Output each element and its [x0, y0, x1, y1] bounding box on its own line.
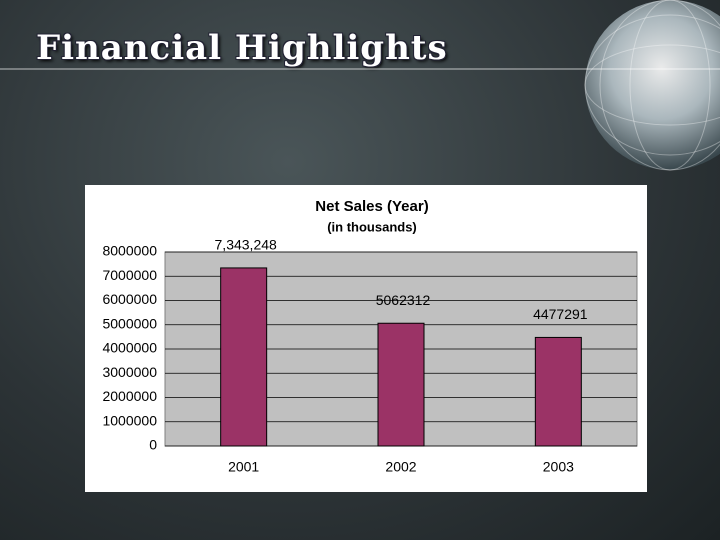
- y-tick-label: 1000000: [102, 412, 157, 428]
- x-tick-label: 2003: [543, 459, 574, 475]
- chart-title: Net Sales (Year): [315, 198, 428, 215]
- y-tick-label: 3000000: [102, 364, 157, 380]
- globe: [585, 0, 720, 170]
- y-tick-label: 6000000: [102, 291, 157, 307]
- globe-grid: [584, 0, 720, 171]
- x-tick-label: 2002: [385, 459, 416, 475]
- y-tick-label: 2000000: [102, 388, 157, 404]
- bar: [220, 267, 268, 447]
- value-label: 4477291: [533, 306, 588, 322]
- value-label: 5062312: [376, 292, 431, 308]
- chart-subtitle: (in thousands): [327, 219, 417, 234]
- y-tick-label: 8000000: [102, 243, 157, 259]
- y-tick-label: 4000000: [102, 340, 157, 356]
- y-tick-label: 0: [149, 437, 157, 453]
- slide-title: Financial Highlights: [36, 28, 448, 68]
- bar: [534, 336, 582, 447]
- value-label: 7,343,248: [215, 237, 277, 253]
- x-tick-label: 2001: [228, 459, 259, 475]
- y-tick-label: 5000000: [102, 315, 157, 331]
- bar: [377, 322, 425, 447]
- title-rule: [0, 68, 720, 70]
- y-tick-label: 7000000: [102, 267, 157, 283]
